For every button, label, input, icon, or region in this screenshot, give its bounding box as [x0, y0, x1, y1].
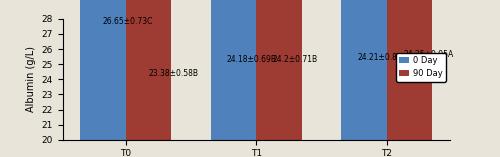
Bar — [341, 0, 386, 140]
Bar — [386, 0, 432, 140]
Text: 23.38±0.58B: 23.38±0.58B — [148, 69, 198, 78]
Text: 24.18±0.69B: 24.18±0.69B — [227, 55, 277, 64]
Y-axis label: Albumin (g/L): Albumin (g/L) — [26, 46, 36, 112]
Text: 24.2±0.71B: 24.2±0.71B — [272, 55, 318, 64]
Bar — [256, 0, 302, 140]
Legend: 0 Day, 90 Day: 0 Day, 90 Day — [396, 53, 446, 82]
Text: 24.21±0.82B: 24.21±0.82B — [358, 53, 407, 62]
Bar — [126, 0, 172, 140]
Text: 26.65±0.73C: 26.65±0.73C — [103, 17, 154, 26]
Bar — [210, 0, 256, 140]
Bar — [80, 0, 126, 140]
Text: 24.25±0.95A: 24.25±0.95A — [403, 50, 454, 59]
